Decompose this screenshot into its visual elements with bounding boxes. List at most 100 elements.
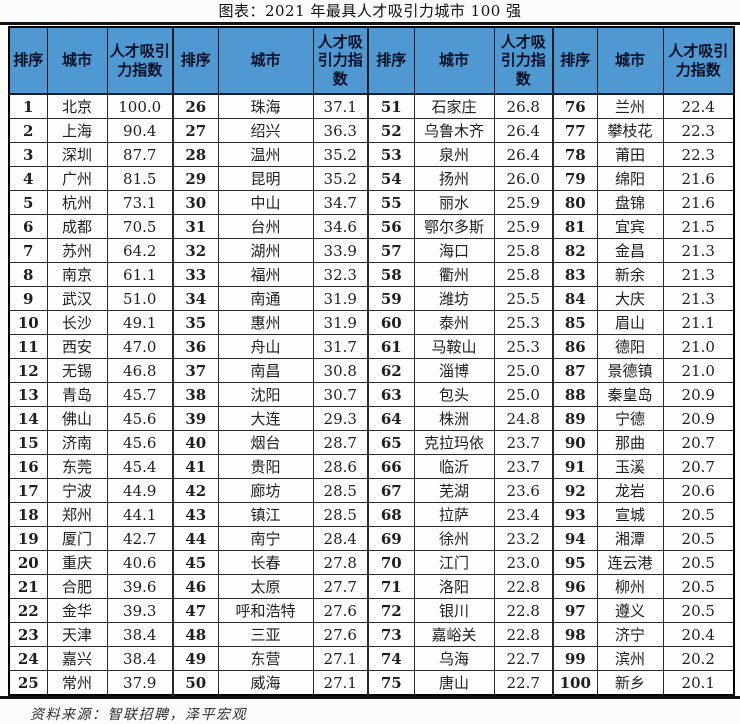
rank-cell: 45 (172, 550, 219, 575)
rank-cell: 90 (552, 430, 598, 455)
rank-cell: 14 (8, 406, 48, 431)
city-cell: 泉州 (413, 142, 495, 167)
city-cell: 盘锦 (596, 190, 664, 215)
rank-cell: 89 (552, 406, 598, 431)
city-cell: 东营 (217, 646, 314, 671)
index-cell: 25.5 (493, 286, 554, 311)
city-cell: 济宁 (596, 622, 664, 647)
index-cell: 42.7 (106, 526, 174, 551)
city-cell: 芜湖 (413, 478, 495, 503)
index-cell: 39.3 (106, 598, 174, 623)
index-cell: 100.0 (106, 93, 174, 119)
index-cell: 31.7 (312, 334, 369, 359)
city-cell: 武汉 (46, 286, 108, 311)
rank-cell: 36 (172, 334, 219, 359)
city-cell: 广州 (46, 166, 108, 191)
city-cell: 马鞍山 (413, 334, 495, 359)
city-cell: 温州 (217, 142, 314, 167)
rank-cell: 12 (8, 358, 48, 383)
table-row: 1 北京 100.0 26 珠海 37.1 51 石家庄 26.8 76 兰州 22.4 (8, 93, 735, 119)
index-cell: 22.7 (493, 670, 554, 696)
index-cell: 33.9 (312, 238, 369, 263)
index-cell: 23.7 (493, 454, 554, 479)
rank-cell: 47 (172, 598, 219, 623)
rank-cell: 81 (552, 214, 598, 239)
index-cell: 25.3 (493, 334, 554, 359)
rank-cell: 25 (8, 670, 48, 696)
index-cell: 61.1 (106, 262, 174, 287)
city-cell: 大连 (217, 406, 314, 431)
city-cell: 鄂尔多斯 (413, 214, 495, 239)
city-cell: 湖州 (217, 238, 314, 263)
table-row: 23 天津 38.4 48 三亚 27.6 73 嘉峪关 22.8 98 济宁 20.4 (8, 622, 735, 647)
index-cell: 90.4 (106, 118, 174, 143)
rank-cell: 85 (552, 310, 598, 335)
rank-cell: 96 (552, 574, 598, 599)
rank-cell: 62 (367, 358, 415, 383)
city-cell: 常州 (46, 670, 108, 696)
index-cell: 37.1 (312, 93, 369, 119)
city-cell: 昆明 (217, 166, 314, 191)
index-cell: 22.8 (493, 622, 554, 647)
rank-cell: 93 (552, 502, 598, 527)
index-cell: 25.9 (493, 190, 554, 215)
table-row: 24 嘉兴 38.4 49 东营 27.1 74 乌海 22.7 99 滨州 20.2 (8, 646, 735, 671)
rank-cell: 76 (552, 93, 598, 119)
index-cell: 26.8 (493, 93, 554, 119)
header-cell-index: 人才吸引力指数 (106, 26, 174, 95)
index-cell: 36.3 (312, 118, 369, 143)
rank-cell: 92 (552, 478, 598, 503)
rank-cell: 98 (552, 622, 598, 647)
rank-cell: 39 (172, 406, 219, 431)
rank-cell: 4 (8, 166, 48, 191)
index-cell: 25.8 (493, 262, 554, 287)
index-cell: 22.7 (493, 646, 554, 671)
rank-cell: 18 (8, 502, 48, 527)
index-cell: 25.3 (493, 310, 554, 335)
talent-ranking-table: 排序 城市 人才吸引力指数 排序 城市 人才吸引力指数 排序 城市 人才吸引力指数 排序 城市 人才吸… (8, 26, 735, 696)
index-cell: 25.0 (493, 382, 554, 407)
rank-cell: 54 (367, 166, 415, 191)
index-cell: 27.6 (312, 622, 369, 647)
city-cell: 南昌 (217, 358, 314, 383)
table-row: 9 武汉 51.0 34 南通 31.9 59 潍坊 25.5 84 大庆 21.3 (8, 286, 735, 311)
city-cell: 玉溪 (596, 454, 664, 479)
index-cell: 21.0 (662, 358, 735, 383)
index-cell: 45.6 (106, 406, 174, 431)
city-cell: 天津 (46, 622, 108, 647)
city-cell: 珠海 (217, 93, 314, 119)
table-row: 4 广州 81.5 29 昆明 35.2 54 扬州 26.0 79 绵阳 21.6 (8, 166, 735, 191)
city-cell: 中山 (217, 190, 314, 215)
index-cell: 20.5 (662, 526, 735, 551)
rank-cell: 34 (172, 286, 219, 311)
index-cell: 24.8 (493, 406, 554, 431)
city-cell: 德阳 (596, 334, 664, 359)
index-cell: 27.1 (312, 646, 369, 671)
index-cell: 20.9 (662, 382, 735, 407)
city-cell: 绍兴 (217, 118, 314, 143)
rank-cell: 86 (552, 334, 598, 359)
index-cell: 32.3 (312, 262, 369, 287)
city-cell: 廊坊 (217, 478, 314, 503)
index-cell: 21.6 (662, 166, 735, 191)
header-cell-city: 城市 (217, 26, 314, 95)
city-cell: 那曲 (596, 430, 664, 455)
rank-cell: 30 (172, 190, 219, 215)
rank-cell: 91 (552, 454, 598, 479)
table-row: 15 济南 45.6 40 烟台 28.7 65 克拉玛依 23.7 90 那曲 20.7 (8, 430, 735, 455)
rank-cell: 17 (8, 478, 48, 503)
city-cell: 眉山 (596, 310, 664, 335)
table-body: 1 北京 100.0 26 珠海 37.1 51 石家庄 26.8 76 兰州 22.4 2 上海 90.4… (8, 93, 735, 696)
city-cell: 上海 (46, 118, 108, 143)
index-cell: 31.9 (312, 286, 369, 311)
city-cell: 连云港 (596, 550, 664, 575)
rank-cell: 44 (172, 526, 219, 551)
rank-cell: 31 (172, 214, 219, 239)
rank-cell: 20 (8, 550, 48, 575)
rank-cell: 23 (8, 622, 48, 647)
city-cell: 金昌 (596, 238, 664, 263)
index-cell: 37.9 (106, 670, 174, 696)
rank-cell: 67 (367, 478, 415, 503)
rank-cell: 22 (8, 598, 48, 623)
city-cell: 宜宾 (596, 214, 664, 239)
